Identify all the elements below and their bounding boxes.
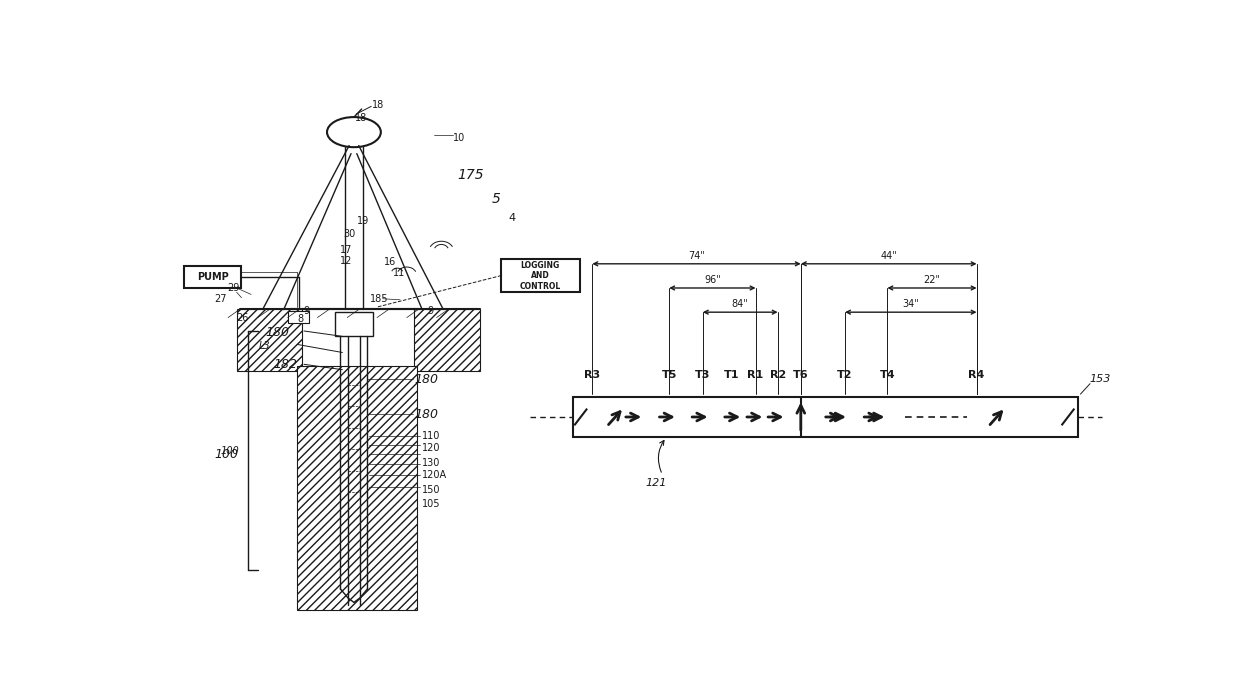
Text: 27: 27 — [215, 294, 227, 304]
Text: R3: R3 — [584, 370, 600, 380]
Text: PUMP: PUMP — [197, 272, 228, 282]
Text: 100: 100 — [221, 445, 239, 456]
Text: 17: 17 — [340, 246, 352, 255]
Text: 96": 96" — [704, 275, 720, 285]
Text: 9: 9 — [303, 306, 309, 315]
Text: R1: R1 — [748, 370, 764, 380]
Text: T3: T3 — [696, 370, 711, 380]
Text: 29: 29 — [227, 283, 239, 293]
Text: 180: 180 — [414, 373, 439, 386]
Text: 150: 150 — [422, 484, 440, 495]
Text: 5: 5 — [491, 193, 500, 207]
Bar — [414, 309, 480, 371]
Text: 18: 18 — [372, 101, 384, 110]
Bar — [501, 259, 580, 292]
Text: R4: R4 — [968, 370, 985, 380]
Text: 10: 10 — [453, 133, 465, 142]
Text: 185: 185 — [371, 294, 389, 304]
Text: 130: 130 — [422, 458, 440, 468]
Text: T2: T2 — [837, 370, 853, 380]
Text: 44": 44" — [880, 251, 897, 261]
Text: 182: 182 — [273, 358, 298, 371]
Text: LOGGING
AND
CONTROL: LOGGING AND CONTROL — [520, 261, 560, 290]
Text: 18: 18 — [355, 112, 367, 123]
Text: 26: 26 — [237, 313, 249, 322]
Text: 180: 180 — [414, 408, 439, 421]
Bar — [184, 267, 242, 288]
Text: 120A: 120A — [422, 470, 448, 480]
Bar — [288, 311, 309, 323]
Bar — [573, 397, 1078, 437]
Text: 175: 175 — [458, 168, 485, 182]
Bar — [237, 309, 303, 371]
Text: 121: 121 — [645, 478, 666, 488]
Text: 153: 153 — [1089, 374, 1111, 385]
Text: 16: 16 — [383, 257, 396, 267]
Text: 12: 12 — [340, 256, 352, 266]
Text: 19: 19 — [357, 216, 370, 226]
Text: 4: 4 — [508, 213, 516, 223]
Text: 100: 100 — [215, 448, 238, 461]
Text: 22": 22" — [924, 275, 940, 285]
Bar — [335, 312, 373, 336]
Text: 180: 180 — [265, 325, 289, 339]
Text: T4: T4 — [879, 370, 895, 380]
Text: 105: 105 — [422, 499, 440, 509]
Text: 11: 11 — [393, 268, 405, 278]
Text: T1: T1 — [724, 370, 739, 380]
Text: T6: T6 — [792, 370, 808, 380]
Text: R2: R2 — [770, 370, 786, 380]
Bar — [298, 366, 418, 611]
Text: 30: 30 — [343, 229, 356, 239]
Text: 110: 110 — [422, 431, 440, 441]
Text: L3: L3 — [259, 341, 270, 350]
Text: 34": 34" — [903, 299, 919, 309]
Text: T5: T5 — [661, 370, 677, 380]
Text: 120: 120 — [422, 443, 440, 453]
Text: 8: 8 — [298, 314, 304, 324]
Text: 84": 84" — [732, 299, 749, 309]
Text: 9: 9 — [427, 306, 433, 315]
Text: 74": 74" — [688, 251, 706, 261]
